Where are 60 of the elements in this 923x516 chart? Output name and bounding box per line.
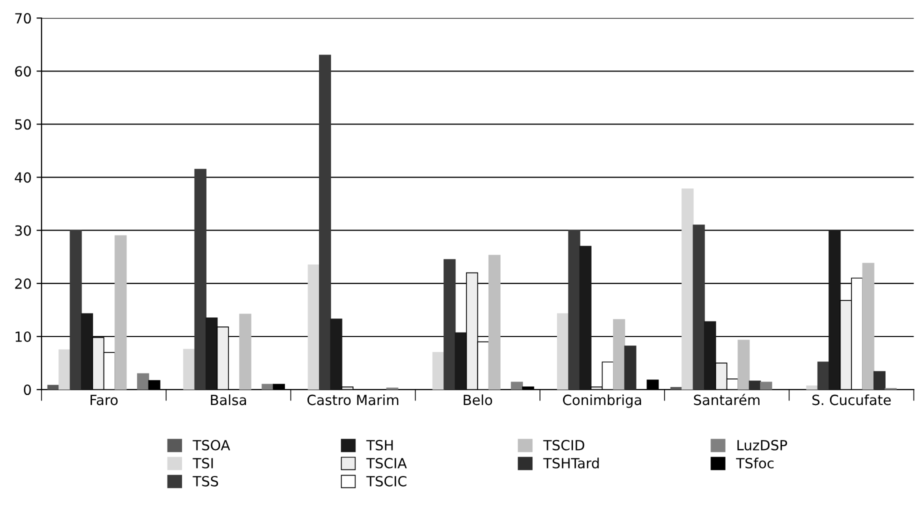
bar xyxy=(817,362,830,390)
bar xyxy=(862,262,874,390)
y-tick-label: 60 xyxy=(15,66,31,77)
bar xyxy=(670,387,682,390)
legend-label: TSH xyxy=(366,440,393,450)
y-tick-label: 50 xyxy=(15,119,31,130)
bar xyxy=(318,54,332,390)
bar xyxy=(873,371,886,390)
bar xyxy=(488,254,500,390)
bar xyxy=(579,246,592,390)
bar xyxy=(58,349,71,390)
bar xyxy=(444,259,456,390)
bar xyxy=(738,340,750,390)
y-tick-label: 40 xyxy=(14,172,31,183)
bar xyxy=(828,230,841,390)
y-tick-label: 0 xyxy=(24,384,31,396)
y-tick-label: 10 xyxy=(16,331,31,342)
bar xyxy=(206,318,218,390)
bar xyxy=(308,264,320,390)
bar xyxy=(183,348,196,390)
bar xyxy=(262,384,274,390)
bar xyxy=(510,382,523,390)
legend-label: TSfoc xyxy=(736,458,774,468)
bar xyxy=(239,314,252,390)
legend-label: TSCIA xyxy=(366,458,407,468)
bar xyxy=(194,168,206,390)
x-tick-label: Conimbriga xyxy=(562,394,642,408)
legend-label: TSOA xyxy=(192,440,230,450)
bar xyxy=(330,318,342,390)
x-tick-label: Santarém xyxy=(694,394,760,406)
bar xyxy=(114,235,127,390)
bar xyxy=(556,313,570,390)
bar xyxy=(692,224,705,390)
legend-label: TSI xyxy=(192,458,213,468)
y-tick-label: 30 xyxy=(15,225,31,236)
bar xyxy=(624,346,636,390)
bar xyxy=(568,230,580,390)
legend-label: TSS xyxy=(192,476,218,486)
x-tick-label: Balsa xyxy=(210,394,246,406)
bar xyxy=(454,332,467,390)
bar xyxy=(748,380,761,390)
x-tick-label: Belo xyxy=(464,394,492,406)
bar xyxy=(137,373,150,390)
legend-label: TSCIC xyxy=(366,476,406,486)
bar xyxy=(70,230,82,390)
x-tick-label: Faro xyxy=(90,394,118,406)
bar xyxy=(80,313,94,390)
bar xyxy=(682,188,694,390)
legend-label: TSHTard xyxy=(543,458,599,468)
bar xyxy=(432,352,444,390)
bar xyxy=(806,385,818,390)
bar xyxy=(760,382,772,390)
legend-label: TSCID xyxy=(543,440,584,450)
x-tick-label: Castro Marim xyxy=(307,394,398,406)
x-tick-label: S. Cucufate xyxy=(812,394,891,406)
legend-label: LuzDSP xyxy=(737,440,788,450)
y-tick-label: 20 xyxy=(15,278,31,289)
y-tick-label: 70 xyxy=(15,13,31,24)
bar xyxy=(704,321,716,390)
bar xyxy=(613,319,626,390)
